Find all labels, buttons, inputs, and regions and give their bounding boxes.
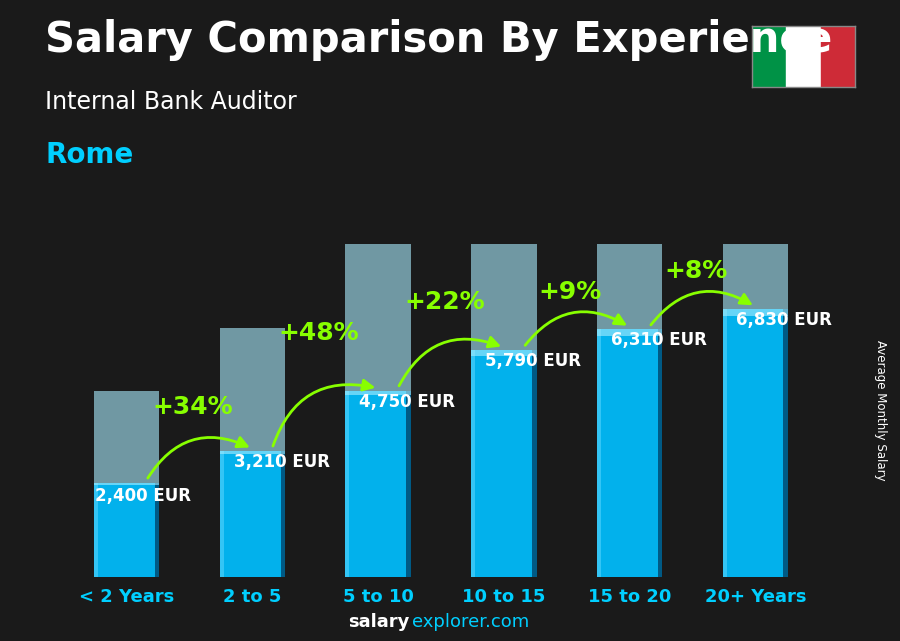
Bar (597, 88, 662, 336)
Bar (532, 350, 536, 577)
Bar (821, 26, 855, 87)
Bar (723, 309, 726, 577)
Text: salary: salary (348, 613, 410, 631)
Text: 6,310 EUR: 6,310 EUR (611, 331, 706, 349)
Text: Internal Bank Auditor: Internal Bank Auditor (45, 90, 297, 113)
Bar (723, 309, 788, 577)
Bar (155, 483, 159, 577)
Bar (723, 48, 788, 316)
Bar (220, 451, 285, 577)
Bar (220, 328, 285, 454)
Text: 4,750 EUR: 4,750 EUR (359, 392, 455, 411)
Bar (94, 483, 98, 577)
Bar (752, 26, 786, 87)
Bar (472, 128, 536, 356)
Bar (346, 209, 410, 395)
Bar (346, 390, 410, 577)
Text: +22%: +22% (404, 290, 485, 314)
Text: 5,790 EUR: 5,790 EUR (485, 352, 581, 370)
Bar (597, 329, 662, 577)
Text: +8%: +8% (664, 259, 727, 283)
Bar (406, 390, 410, 577)
Bar (472, 350, 475, 577)
Bar (346, 390, 349, 577)
Text: +9%: +9% (538, 279, 602, 304)
Text: +48%: +48% (278, 320, 359, 345)
Text: 3,210 EUR: 3,210 EUR (234, 453, 329, 471)
Bar (94, 391, 159, 485)
Text: +34%: +34% (153, 395, 233, 419)
Bar (472, 350, 536, 577)
Bar (658, 329, 662, 577)
Text: explorer.com: explorer.com (412, 613, 529, 631)
Text: Average Monthly Salary: Average Monthly Salary (874, 340, 886, 481)
Bar (94, 483, 159, 577)
Bar (220, 451, 224, 577)
Text: 6,830 EUR: 6,830 EUR (736, 311, 832, 329)
Bar (281, 451, 285, 577)
Text: Rome: Rome (45, 141, 133, 169)
Bar (786, 26, 821, 87)
Text: Salary Comparison By Experience: Salary Comparison By Experience (45, 19, 832, 62)
Text: 2,400 EUR: 2,400 EUR (95, 487, 192, 504)
Bar (597, 329, 601, 577)
Bar (783, 309, 788, 577)
